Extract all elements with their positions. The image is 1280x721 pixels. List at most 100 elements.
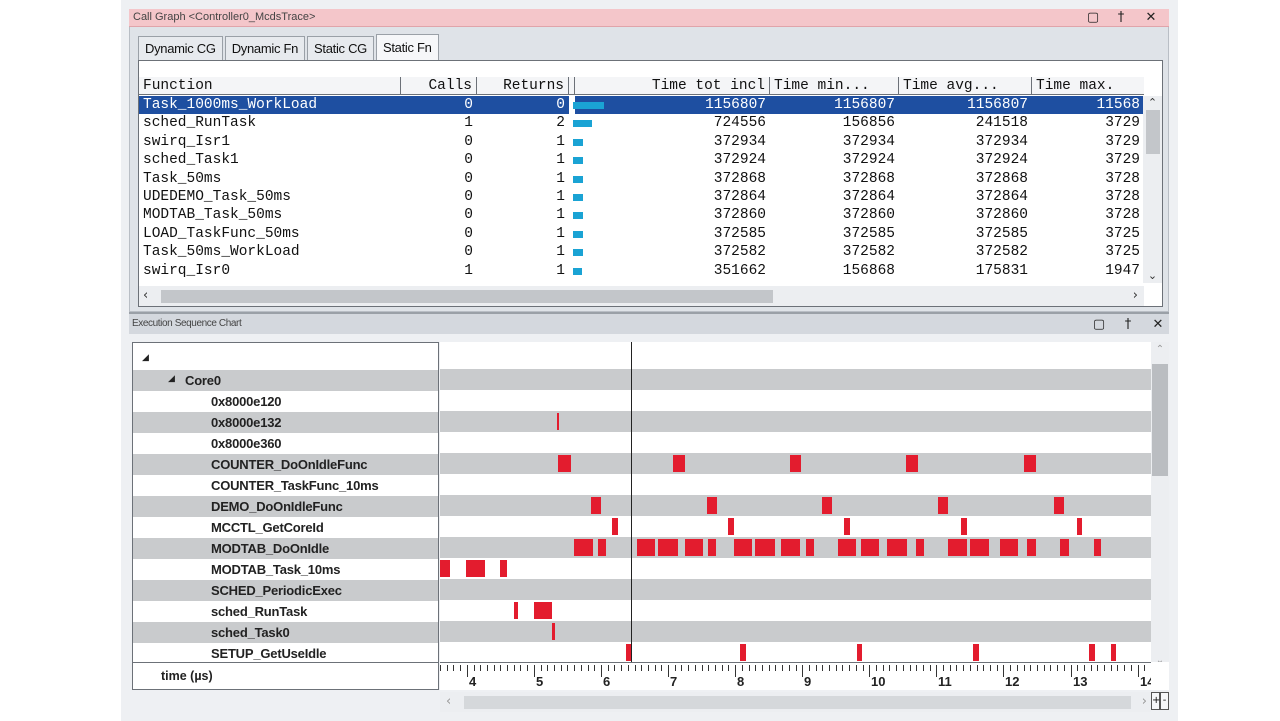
scroll-thumb-horizontal[interactable] <box>464 696 1131 709</box>
execution-block[interactable] <box>938 497 949 514</box>
execution-block[interactable] <box>733 539 752 556</box>
execution-block[interactable] <box>533 602 552 619</box>
restore-icon[interactable]: ▢ <box>1086 10 1100 25</box>
tree-row[interactable]: 0x8000e360 <box>133 433 438 454</box>
scroll-thumb[interactable] <box>1146 110 1160 154</box>
close-icon[interactable]: ✕ <box>1152 317 1164 332</box>
execution-block[interactable] <box>1076 518 1082 535</box>
scroll-left-icon[interactable]: ‹ <box>446 694 452 709</box>
execution-block[interactable] <box>860 539 879 556</box>
scroll-left-icon[interactable]: ‹ <box>143 288 149 303</box>
execution-block[interactable] <box>916 539 925 556</box>
execution-block[interactable] <box>684 539 703 556</box>
column-header-function[interactable]: Function <box>139 77 401 95</box>
execution-block[interactable] <box>755 539 776 556</box>
execution-block[interactable] <box>612 518 618 535</box>
tab-static-fn[interactable]: Static Fn <box>375 34 439 60</box>
execution-block[interactable] <box>887 539 907 556</box>
pin-icon[interactable]: † <box>1124 317 1132 332</box>
column-header-time-avg[interactable]: Time avg... <box>899 77 1032 95</box>
execution-block[interactable] <box>1089 644 1095 661</box>
execution-block[interactable] <box>1000 539 1019 556</box>
execution-block[interactable] <box>1053 497 1064 514</box>
table-row[interactable]: Task_50ms_WorkLoad 0 1 372582 372582 372582 37… <box>139 243 1144 261</box>
table-row[interactable]: Task_1000ms_WorkLoad 0 0 1156807 1156807 1156… <box>139 96 1144 115</box>
column-header-time-min[interactable]: Time min... <box>770 77 899 95</box>
execution-block[interactable] <box>969 539 989 556</box>
close-icon[interactable]: ✕ <box>1145 10 1157 25</box>
execution-block[interactable] <box>837 539 856 556</box>
table-row[interactable]: Task_50ms 0 1 372868 372868 372868 3728 <box>139 170 1144 188</box>
table-row[interactable]: sched_RunTask 1 2 724556 156856 241518 3729 <box>139 114 1144 132</box>
tree-row[interactable]: 0x8000e120 <box>133 391 438 412</box>
table-row[interactable]: sched_Task1 0 1 372924 372924 372924 3729 <box>139 151 1144 169</box>
zoom-out-button[interactable]: - <box>1160 692 1169 710</box>
execution-block[interactable] <box>906 455 918 472</box>
column-header-returns[interactable]: Returns <box>477 77 569 95</box>
pin-icon[interactable]: † <box>1117 10 1125 25</box>
esc-vertical-scrollbar[interactable]: ⌃ ⌄ <box>1151 342 1169 668</box>
tree-row[interactable]: sched_Task0 <box>133 622 438 643</box>
execution-block[interactable] <box>790 455 801 472</box>
execution-block[interactable] <box>740 644 746 661</box>
tree-row[interactable]: DEMO_DoOnIdleFunc <box>133 496 438 517</box>
tree-row[interactable]: MODTAB_DoOnIdle <box>133 538 438 559</box>
column-header-time-tot-incl[interactable]: Time tot incl <box>575 77 770 95</box>
execution-block[interactable] <box>574 539 593 556</box>
tab-static-cg[interactable]: Static CG <box>307 36 374 60</box>
execution-block[interactable] <box>780 539 801 556</box>
execution-block[interactable] <box>657 539 679 556</box>
table-vertical-scrollbar[interactable]: ⌃ ⌄ <box>1143 96 1162 283</box>
tree-row[interactable]: ◢ <box>133 349 438 370</box>
tree-row[interactable]: 0x8000e132 <box>133 412 438 433</box>
execution-block[interactable] <box>961 518 967 535</box>
execution-block[interactable] <box>973 644 979 661</box>
table-row[interactable]: UDEDEMO_Task_50ms 0 1 372864 372864 372864 372… <box>139 188 1144 206</box>
scroll-right-icon[interactable]: › <box>1141 694 1147 709</box>
execution-block[interactable] <box>597 539 607 556</box>
execution-block[interactable] <box>708 539 717 556</box>
execution-block[interactable] <box>440 560 451 577</box>
tree-row[interactable]: ◢ Core0 <box>133 370 438 391</box>
execution-block[interactable] <box>805 539 815 556</box>
execution-block[interactable] <box>948 539 967 556</box>
tree-row[interactable]: MODTAB_Task_10ms <box>133 559 438 580</box>
execution-block[interactable] <box>500 560 508 577</box>
execution-block[interactable] <box>558 455 571 472</box>
execution-block[interactable] <box>856 644 862 661</box>
scroll-right-icon[interactable]: › <box>1132 288 1138 303</box>
tree-row[interactable]: sched_RunTask <box>133 601 438 622</box>
execution-block[interactable] <box>1110 644 1117 661</box>
execution-block[interactable] <box>636 539 655 556</box>
execution-block[interactable] <box>626 644 632 661</box>
column-header-time-max[interactable]: Time max. <box>1032 77 1144 95</box>
execution-block[interactable] <box>466 560 485 577</box>
tree-row[interactable]: COUNTER_TaskFunc_10ms <box>133 475 438 496</box>
tab-dynamic-fn[interactable]: Dynamic Fn <box>224 36 306 60</box>
table-row[interactable]: swirq_Isr1 0 1 372934 372934 372934 3729 <box>139 133 1144 151</box>
execution-block[interactable] <box>590 497 601 514</box>
scroll-up-icon[interactable]: ⌃ <box>1155 344 1165 355</box>
execution-block[interactable] <box>844 518 850 535</box>
scroll-thumb-horizontal[interactable] <box>161 290 773 303</box>
column-header-ratio[interactable] <box>569 77 575 95</box>
execution-block[interactable] <box>514 602 518 619</box>
execution-block[interactable] <box>1093 539 1101 556</box>
tree-row[interactable]: SETUP_GetUseIdle <box>133 643 438 664</box>
time-cursor-line[interactable] <box>631 342 632 690</box>
execution-block[interactable] <box>728 518 734 535</box>
table-row[interactable]: swirq_Isr0 1 1 351662 156868 175831 1947 <box>139 262 1144 280</box>
execution-block[interactable] <box>822 497 833 514</box>
execution-block[interactable] <box>1060 539 1070 556</box>
execution-block[interactable] <box>552 623 555 640</box>
tree-row[interactable]: COUNTER_DoOnIdleFunc <box>133 454 438 475</box>
table-row[interactable]: MODTAB_Task_50ms 0 1 372860 372860 372860 3728 <box>139 206 1144 224</box>
collapse-triangle-icon[interactable]: ◢ <box>168 374 175 384</box>
restore-icon[interactable]: ▢ <box>1092 317 1106 332</box>
esc-chart-area[interactable] <box>440 342 1151 690</box>
execution-block[interactable] <box>557 413 560 430</box>
tree-row[interactable]: SCHED_PeriodicExec <box>133 580 438 601</box>
zoom-in-button[interactable]: + <box>1151 692 1160 710</box>
scroll-down-icon[interactable]: ⌄ <box>1155 655 1165 666</box>
column-header-calls[interactable]: Calls <box>401 77 477 95</box>
